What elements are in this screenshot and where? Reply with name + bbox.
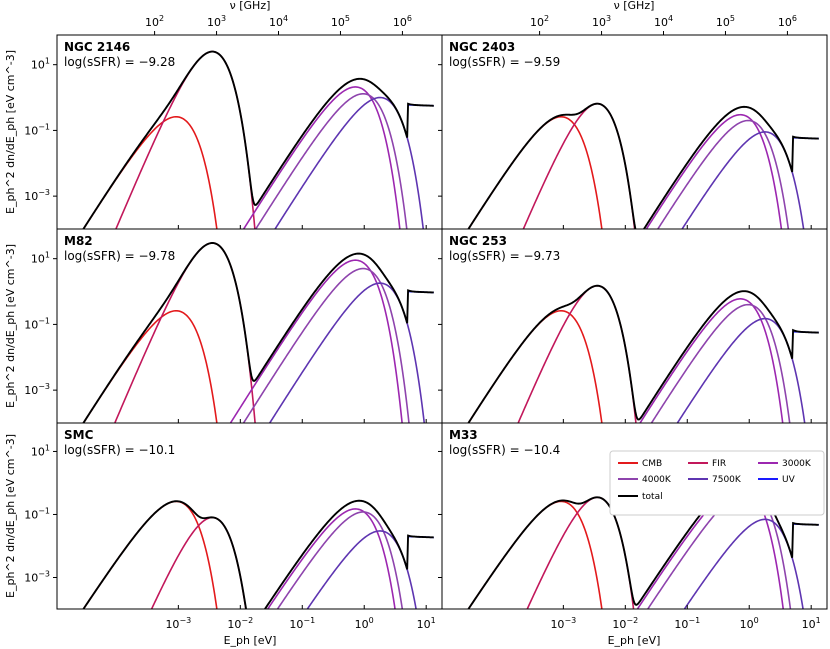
series-3000k-m82 (229, 259, 403, 423)
series-4000k-m82 (242, 267, 410, 423)
legend: CMB FIR 3000K 4000K 7500K UV total (609, 450, 825, 516)
x-tick-label: 10−2 (612, 616, 638, 631)
top-axis-label-right: ν [GHz] (614, 0, 655, 12)
legend-label-total: total (642, 492, 663, 502)
panel-ngc-2146 (82, 50, 434, 229)
series-4000k-ngc-2146 (254, 92, 408, 229)
panel-ssfr-m33: log(sSFR) = −10.4 (449, 443, 560, 457)
legend-frame (609, 450, 825, 516)
x-tick-label: 100 (355, 616, 374, 631)
y-tick-label: 10−1 (24, 122, 50, 137)
x-axis-label-right: E_ph [eV] (608, 634, 661, 647)
y-axis-label-row1: E_ph^2 dn/dE_ph [eV cm^-3] (4, 50, 17, 214)
series-cmb-m33 (467, 500, 603, 609)
series-total-ngc-253 (467, 284, 819, 423)
y-tick-label: 10−1 (24, 316, 50, 331)
x-tick-label: 101 (802, 616, 821, 631)
panel-title-m33: M33 (449, 428, 478, 442)
panel-title-ngc-253: NGC 253 (449, 234, 507, 248)
legend-label-fir: FIR (712, 459, 726, 469)
top-tick-label: 105 (716, 14, 735, 29)
x-tick-label: 10−3 (165, 616, 191, 631)
legend-label-uv: UV (782, 475, 796, 485)
x-tick-label: 10−1 (674, 616, 700, 631)
panel-title-ngc-2146: NGC 2146 (64, 40, 130, 54)
panel-ngc-2403 (467, 102, 819, 229)
series-total-ngc-2146 (82, 50, 434, 229)
legend-label-4000k: 4000K (642, 475, 672, 485)
panel-ngc-253 (467, 284, 819, 423)
y-tick-label: 101 (31, 251, 50, 266)
panel-ssfr-m82: log(sSFR) = −9.78 (64, 249, 175, 263)
panel-title-smc: SMC (64, 428, 94, 442)
top-tick-label: 106 (778, 14, 797, 29)
panel-ssfr-ngc-253: log(sSFR) = −9.73 (449, 249, 560, 263)
series-3000k-ngc-2403 (645, 113, 783, 229)
x-tick-label: 10−3 (550, 616, 576, 631)
top-axis-label-left: ν [GHz] (230, 0, 271, 12)
x-tick-label: 10−2 (227, 616, 253, 631)
y-axis-label-row2: E_ph^2 dn/dE_ph [eV cm^-3] (4, 244, 17, 408)
panel-m82 (82, 242, 434, 423)
series-total-smc (82, 499, 434, 609)
top-tick-label: 104 (269, 14, 288, 29)
series-3000k-ngc-253 (639, 298, 784, 423)
y-tick-label: 101 (31, 57, 50, 72)
top-tick-label: 102 (530, 14, 549, 29)
x-tick-label: 100 (740, 616, 759, 631)
x-axis-label-left: E_ph [eV] (224, 634, 277, 647)
top-tick-label: 106 (393, 14, 412, 29)
x-tick-label: 101 (417, 616, 436, 631)
series-7500k-ngc-2146 (274, 96, 425, 229)
y-tick-label: 10−3 (24, 382, 50, 397)
panel-title-ngc-2403: NGC 2403 (449, 40, 515, 54)
y-tick-label: 101 (31, 443, 50, 458)
legend-label-3000k: 3000K (782, 459, 812, 469)
panel-ssfr-smc: log(sSFR) = −10.1 (64, 443, 175, 457)
x-tick-label: 10−1 (289, 616, 315, 631)
top-tick-label: 103 (207, 14, 226, 29)
y-tick-label: 10−3 (24, 569, 50, 584)
series-3000k-ngc-2146 (242, 86, 401, 229)
top-tick-label: 104 (654, 14, 673, 29)
panel-ssfr-ngc-2146: log(sSFR) = −9.28 (64, 55, 175, 69)
top-tick-label: 102 (145, 14, 164, 29)
panel-smc (82, 499, 434, 609)
series-3000k-smc (266, 508, 396, 609)
y-axis-label-row3: E_ph^2 dn/dE_ph [eV cm^-3] (4, 434, 17, 598)
top-tick-label: 105 (331, 14, 350, 29)
series-4000k-ngc-2403 (656, 119, 790, 229)
y-tick-label: 10−1 (24, 506, 50, 521)
panel-ssfr-ngc-2403: log(sSFR) = −9.59 (449, 55, 560, 69)
series-total-m82 (82, 242, 434, 423)
series-4000k-ngc-253 (650, 303, 791, 423)
ticks-layer: 10−3 10−2 10−1 100 101 102 103 104 105 106 10−3 10−… (24, 14, 821, 631)
legend-label-cmb: CMB (642, 459, 662, 469)
series-fir-ngc-253 (517, 284, 637, 423)
panel-title-m82: M82 (64, 234, 93, 248)
series-total-ngc-2403 (467, 102, 819, 229)
top-tick-label: 103 (592, 14, 611, 29)
legend-label-7500k: 7500K (712, 475, 742, 485)
y-tick-label: 10−3 (24, 188, 50, 203)
panel-frame-m33 (441, 422, 828, 610)
series-4000k-smc (276, 511, 404, 609)
